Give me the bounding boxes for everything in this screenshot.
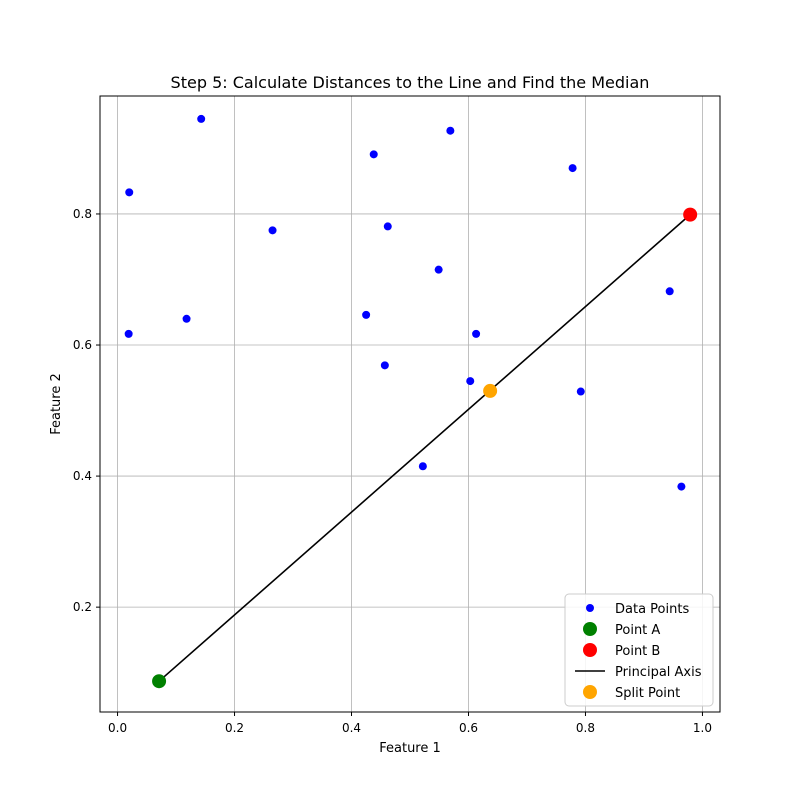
data-point xyxy=(418,462,427,471)
axis-ticks: 0.0 0.2 0.4 0.6 0.8 1.0 0.2 0.4 0.6 0.8 xyxy=(73,207,712,735)
y-tick-label: 0.8 xyxy=(73,207,92,221)
legend: Data Points Point A Point B Principal Axis S… xyxy=(564,593,714,707)
data-point xyxy=(677,482,686,491)
x-tick-label: 1.0 xyxy=(693,721,712,735)
point-a-marker xyxy=(152,674,167,689)
data-point xyxy=(383,222,392,231)
x-axis-label: Feature 1 xyxy=(379,741,441,756)
point-b-marker xyxy=(683,207,698,222)
split-point-marker xyxy=(483,383,498,398)
data-points-layer xyxy=(124,114,686,491)
data-point xyxy=(369,150,378,159)
legend-box xyxy=(564,593,714,707)
grid-lines xyxy=(100,96,720,712)
x-tick-label: 0.8 xyxy=(576,721,595,735)
legend-swatch xyxy=(583,685,597,699)
principal-axis-line xyxy=(158,214,691,682)
x-tick-label: 0.0 xyxy=(108,721,127,735)
data-point xyxy=(124,329,133,338)
legend-label: Point B xyxy=(615,644,660,659)
data-point xyxy=(380,361,389,370)
x-tick-label: 0.6 xyxy=(459,721,478,735)
data-point xyxy=(268,226,277,235)
data-point xyxy=(197,114,206,123)
legend-label: Principal Axis xyxy=(615,665,702,680)
principal-axis-layer xyxy=(158,214,691,682)
y-axis-label: Feature 2 xyxy=(49,373,64,435)
legend-swatch xyxy=(583,622,597,636)
x-tick-label: 0.2 xyxy=(225,721,244,735)
data-point xyxy=(362,310,371,319)
plot-frame xyxy=(99,95,721,713)
data-point xyxy=(568,164,577,173)
y-tick-label: 0.2 xyxy=(73,600,92,614)
data-point xyxy=(434,265,443,274)
data-point xyxy=(446,126,455,135)
y-tick-label: 0.6 xyxy=(73,338,92,352)
legend-swatch xyxy=(583,643,597,657)
legend-label: Split Point xyxy=(615,686,680,701)
legend-label: Data Points xyxy=(615,602,689,617)
data-point xyxy=(125,188,134,197)
data-point xyxy=(182,314,191,323)
legend-label: Point A xyxy=(615,623,660,638)
data-point xyxy=(472,329,481,338)
chart-title: Step 5: Calculate Distances to the Line … xyxy=(171,73,650,92)
special-points-layer xyxy=(152,207,698,689)
legend-swatch xyxy=(586,604,594,612)
x-tick-label: 0.4 xyxy=(342,721,361,735)
data-point xyxy=(665,287,674,296)
y-tick-label: 0.4 xyxy=(73,469,92,483)
data-point xyxy=(466,377,475,386)
data-point xyxy=(576,387,585,396)
